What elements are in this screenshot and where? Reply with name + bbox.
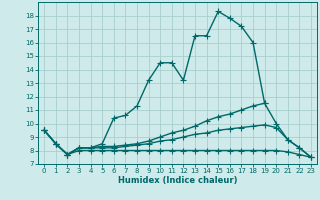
X-axis label: Humidex (Indice chaleur): Humidex (Indice chaleur) bbox=[118, 176, 237, 185]
